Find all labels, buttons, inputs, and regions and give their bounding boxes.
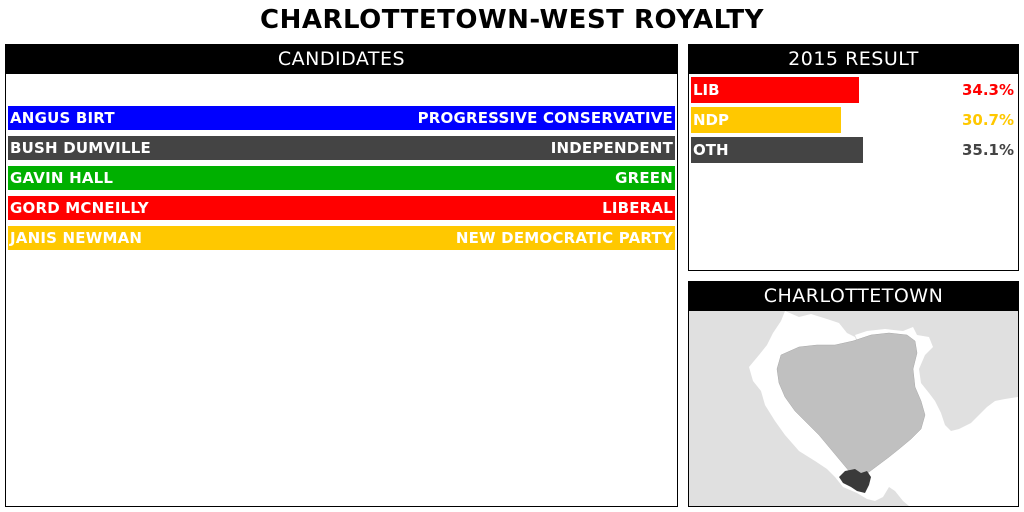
result-bar: LIB <box>691 77 859 103</box>
district-map <box>689 311 1018 506</box>
candidate-party: GREEN <box>615 169 673 187</box>
candidate-party: NEW DEMOCRATIC PARTY <box>455 229 673 247</box>
result-percent: 30.7% <box>961 111 1014 129</box>
result-row: NDP 30.7% <box>691 107 1016 133</box>
map-panel: CHARLOTTETOWN <box>688 281 1019 507</box>
candidate-list: ANGUS BIRT PROGRESSIVE CONSERVATIVE BUSH… <box>8 106 675 256</box>
result-row: OTH 35.1% <box>691 137 1016 163</box>
map-district <box>839 469 871 493</box>
candidate-name: BUSH DUMVILLE <box>10 139 151 157</box>
candidate-party: INDEPENDENT <box>550 139 673 157</box>
candidate-name: JANIS NEWMAN <box>10 229 143 247</box>
candidates-header: CANDIDATES <box>6 45 677 74</box>
map-header: CHARLOTTETOWN <box>689 282 1018 311</box>
page-title: CHARLOTTETOWN-WEST ROYALTY <box>260 5 764 35</box>
candidate-row: GAVIN HALL GREEN <box>8 166 675 190</box>
candidate-name: GAVIN HALL <box>10 169 114 187</box>
result-row: LIB 34.3% <box>691 77 1016 103</box>
candidate-row: BUSH DUMVILLE INDEPENDENT <box>8 136 675 160</box>
candidates-panel: CANDIDATES ANGUS BIRT PROGRESSIVE CONSER… <box>5 44 678 507</box>
candidate-row: GORD MCNEILLY LIBERAL <box>8 196 675 220</box>
map-city-area <box>776 332 926 478</box>
result-header: 2015 RESULT <box>689 45 1018 74</box>
result-list: LIB 34.3% NDP 30.7% OTH 35.1% <box>691 77 1016 167</box>
result-bar: NDP <box>691 107 841 133</box>
candidate-party: PROGRESSIVE CONSERVATIVE <box>417 109 673 127</box>
candidate-name: GORD MCNEILLY <box>10 199 149 217</box>
candidate-row: ANGUS BIRT PROGRESSIVE CONSERVATIVE <box>8 106 675 130</box>
result-panel: 2015 RESULT LIB 34.3% NDP 30.7% OTH 35.1… <box>688 44 1019 271</box>
candidate-party: LIBERAL <box>602 199 673 217</box>
result-percent: 35.1% <box>961 141 1014 159</box>
result-bar: OTH <box>691 137 863 163</box>
candidate-name: ANGUS BIRT <box>10 109 115 127</box>
candidate-row: JANIS NEWMAN NEW DEMOCRATIC PARTY <box>8 226 675 250</box>
result-percent: 34.3% <box>961 81 1014 99</box>
